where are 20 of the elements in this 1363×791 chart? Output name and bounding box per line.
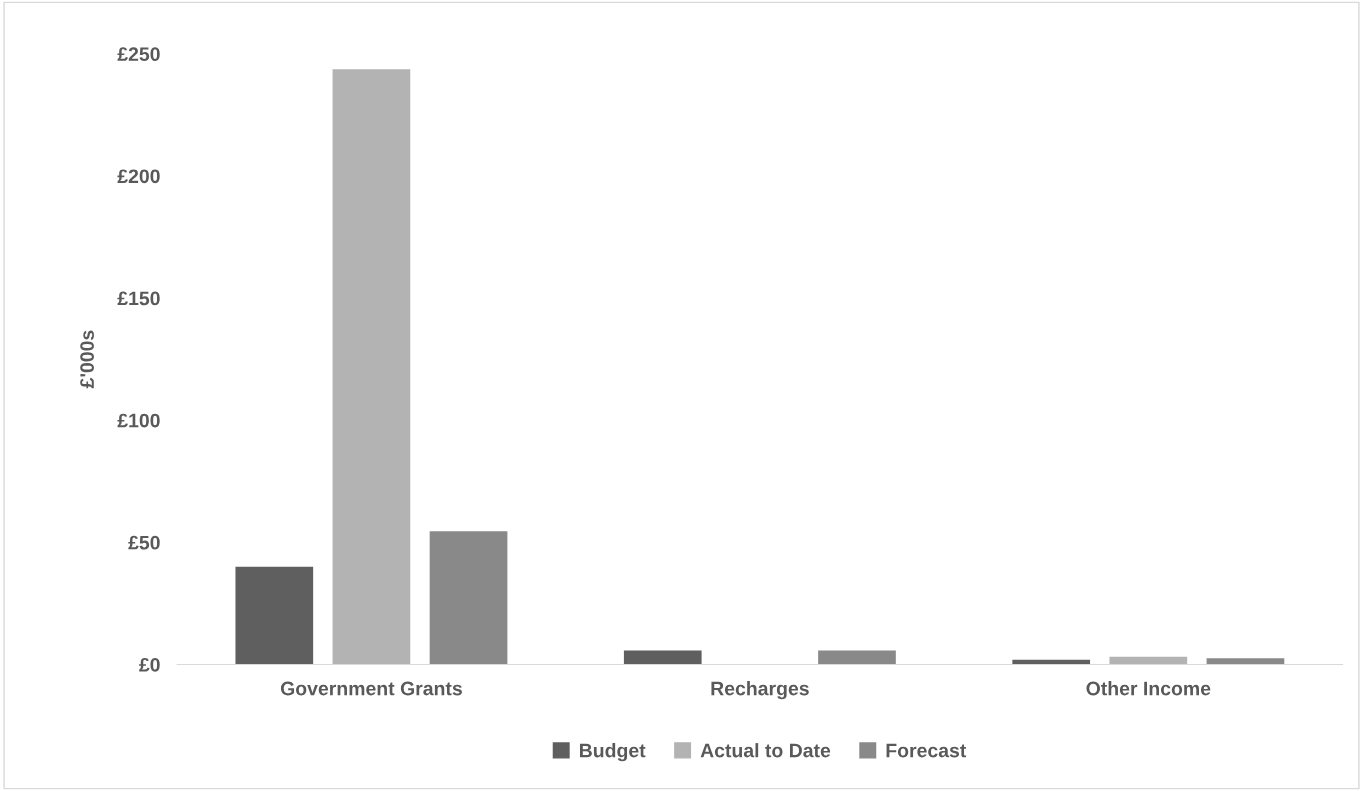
y-tick-label: £150 (117, 291, 160, 306)
bar (623, 650, 702, 665)
legend-label: Forecast (886, 743, 967, 758)
bar (1206, 658, 1285, 665)
y-tick-label: £250 (117, 47, 160, 62)
bar (429, 531, 508, 665)
x-tick-label: Other Income (1086, 681, 1211, 696)
y-tick-label: £0 (139, 657, 160, 672)
y-axis-title: £'000s (80, 330, 94, 389)
bar (1109, 656, 1188, 665)
y-tick-label: £50 (128, 535, 160, 550)
legend-label: Budget (580, 743, 646, 762)
bar (332, 69, 411, 665)
bar (818, 650, 896, 665)
x-tick-label: Government Grants (280, 681, 462, 696)
bar (235, 566, 314, 665)
y-tick-label: £100 (117, 413, 160, 428)
legend-label: Actual to Date (700, 743, 831, 758)
x-tick-label: Recharges (711, 681, 809, 700)
y-tick-label: £200 (117, 169, 160, 184)
